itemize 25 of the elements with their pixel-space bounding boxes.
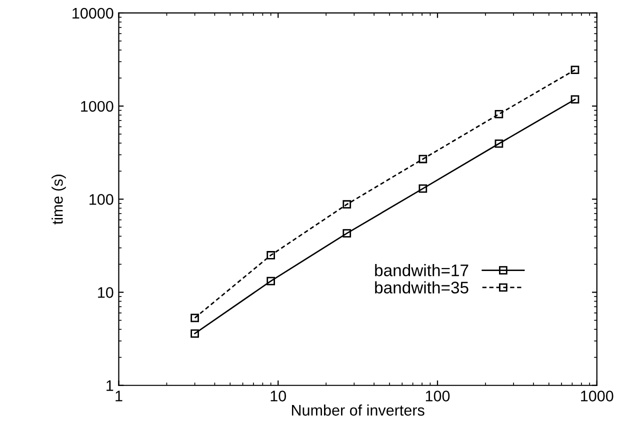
point	[190, 329, 199, 338]
point	[418, 184, 428, 193]
point	[266, 251, 275, 260]
point	[190, 314, 199, 322]
legend-label: bandwith=35	[375, 281, 468, 294]
legend-label: bandwith=17	[375, 264, 468, 276]
point	[570, 95, 580, 104]
x-tick-label: 1	[116, 390, 122, 402]
x-tick-label: 10	[270, 390, 286, 402]
x-tick-label: 100	[426, 390, 450, 402]
x-tick-label: 1000	[581, 390, 614, 402]
point	[570, 66, 580, 74]
y-tick-label: 1	[106, 380, 114, 391]
y-tick-label: 1000	[81, 100, 114, 112]
y-tick-label: 100	[90, 194, 114, 205]
point	[494, 139, 504, 148]
point	[342, 229, 352, 238]
point	[418, 154, 428, 164]
y-tick-label: 10000	[72, 8, 114, 19]
y-axis-title: time (s)	[52, 174, 66, 224]
point	[266, 276, 275, 286]
point	[342, 200, 352, 209]
point	[494, 110, 504, 118]
x-axis-title: Number of inverters	[292, 404, 424, 416]
y-tick-label: 10	[98, 287, 114, 298]
